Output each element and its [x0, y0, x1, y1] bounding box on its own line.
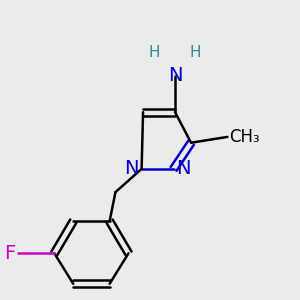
Text: N: N	[176, 159, 191, 178]
Text: H: H	[149, 45, 161, 60]
Text: N: N	[124, 159, 139, 178]
Text: H: H	[190, 45, 201, 60]
Text: F: F	[4, 244, 15, 263]
Text: N: N	[168, 66, 182, 85]
Text: CH₃: CH₃	[229, 128, 260, 146]
